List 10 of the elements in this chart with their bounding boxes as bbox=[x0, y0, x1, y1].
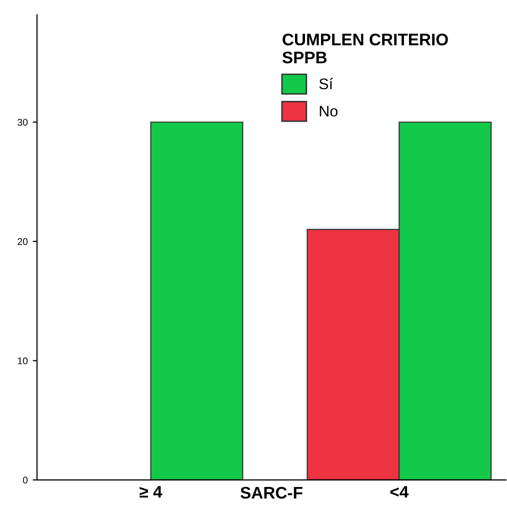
x-tick-label: ≥ 4 bbox=[140, 486, 162, 498]
legend-title: CUMPLEN CRITERIO SPPB bbox=[282, 34, 448, 64]
legend-label: No bbox=[320, 106, 338, 117]
y-tick-label: 10 bbox=[18, 357, 28, 364]
y-tick-label: 30 bbox=[18, 118, 28, 126]
x-tick-label: <4 bbox=[390, 486, 409, 498]
y-tick-label: 20 bbox=[18, 238, 28, 246]
x-axis-title: SARC-F bbox=[240, 486, 302, 499]
y-tick-label: 0 bbox=[22, 476, 28, 484]
legend-label: Sí bbox=[319, 78, 333, 90]
